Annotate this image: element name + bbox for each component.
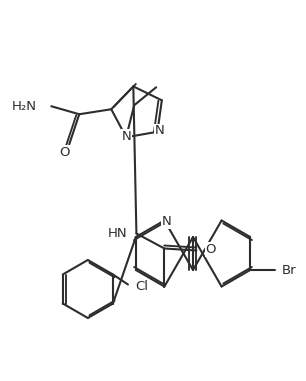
Text: N: N: [162, 215, 171, 228]
Text: O: O: [59, 146, 69, 159]
Text: N: N: [121, 130, 131, 143]
Text: O: O: [205, 243, 216, 256]
Text: N: N: [155, 124, 164, 137]
Text: Cl: Cl: [135, 280, 148, 293]
Text: H₂N: H₂N: [11, 100, 36, 113]
Text: Br: Br: [282, 264, 297, 277]
Text: HN: HN: [108, 227, 127, 240]
